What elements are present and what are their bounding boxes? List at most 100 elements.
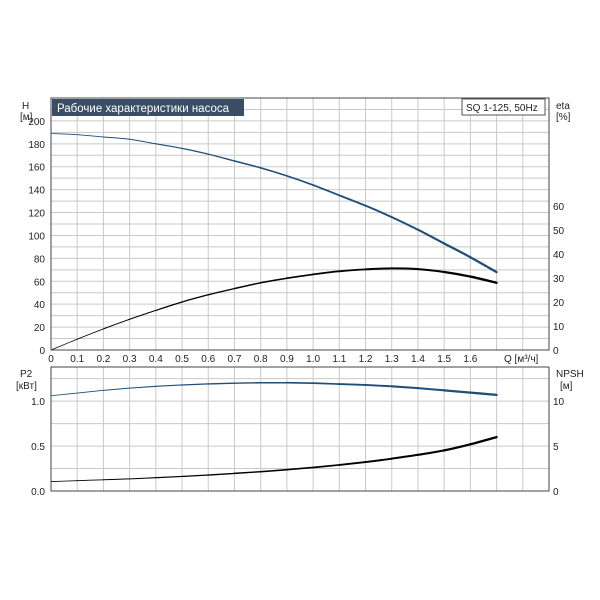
x-tick-label: 1.1 (332, 354, 346, 365)
top-right-tick-label: 30 (553, 274, 565, 285)
bottom-right-tick-labels: 0 5 10 (553, 397, 565, 498)
x-tick-label: 0.8 (254, 354, 268, 365)
model-label: SQ 1-125, 50Hz (466, 103, 538, 114)
efficiency-curve-line (416, 268, 446, 274)
x-tick-label: 0.4 (149, 354, 163, 365)
power-p2-curve-line (338, 383, 367, 386)
x-axis-label: Q [м³/ч] (504, 354, 539, 365)
head-curve-line (155, 143, 183, 149)
top-left-axis-label-line2: [м] (20, 112, 33, 123)
x-tick-label: 0.7 (228, 354, 242, 365)
head-curve-line (76, 134, 104, 138)
npsh-curve-line (364, 457, 393, 464)
power-p2-curve-line (207, 382, 236, 385)
top-right-axis-label-line1: eta (556, 101, 570, 112)
power-p2-curve-line (312, 382, 341, 385)
efficiency-curve-line (129, 309, 157, 320)
top-left-tick-label: 60 (34, 277, 46, 288)
x-tick-label: 0 (48, 354, 54, 365)
bottom-left-tick-label: 0.0 (31, 487, 45, 498)
bottom-right-axis-label-line1: NPSH (556, 369, 584, 380)
efficiency-curve-line (469, 275, 498, 284)
x-tick-label: 0.3 (123, 354, 137, 365)
power-p2-curve-line (129, 385, 157, 389)
efficiency-curve-line (76, 328, 104, 340)
top-left-tick-label: 40 (34, 300, 46, 311)
x-tick-label: 1.6 (463, 354, 477, 365)
npsh-curve-line (181, 474, 209, 478)
head-curve-line (207, 153, 236, 162)
head-curve-line (181, 147, 209, 155)
x-tick-label: 1.2 (359, 354, 373, 365)
top-left-tick-label: 100 (28, 231, 45, 242)
efficiency-curve-line (181, 294, 209, 303)
x-tick-labels: 0 0.1 0.2 0.3 0.4 0.5 0.6 0.7 0.8 0.9 1.0 1.1 1.2 1.3… (48, 354, 478, 365)
chart-title: Рабочие характеристики насоса (57, 103, 230, 115)
bottom-left-tick-label: 1.0 (31, 397, 45, 408)
top-chart-frame (50, 97, 550, 351)
bottom-left-axis-label-line1: P2 (20, 369, 33, 380)
npsh-curve-line (390, 453, 419, 460)
bottom-chart-grid (51, 367, 549, 491)
head-curve-line (364, 204, 393, 219)
chart-title-box (52, 99, 244, 116)
x-tick-label: 0.5 (175, 354, 189, 365)
head-curve-line (338, 194, 367, 207)
bottom-right-tick-label: 5 (553, 442, 559, 453)
power-p2-curve-line (364, 384, 393, 388)
top-right-tick-label: 40 (553, 250, 565, 261)
top-left-tick-label: 0 (39, 346, 45, 357)
npsh-curve-line (102, 478, 131, 481)
efficiency-curve-line (312, 270, 341, 276)
x-tick-label: 0.1 (70, 354, 84, 365)
npsh-curve-line (233, 470, 262, 475)
bottom-left-axis-label-line2: [кВт] (16, 381, 37, 392)
head-curve-line (469, 256, 498, 274)
model-label-box (461, 98, 546, 116)
top-left-tick-label: 20 (34, 323, 46, 334)
efficiency-curve-line (390, 267, 419, 271)
npsh-curve-line (50, 480, 78, 482)
top-chart-grid (51, 98, 549, 350)
top-right-tick-label: 20 (553, 298, 565, 309)
power-p2-curve-line (469, 391, 498, 397)
top-left-tick-label: 120 (28, 209, 45, 220)
power-p2-curve-line (181, 383, 209, 386)
head-curve-line (233, 160, 262, 169)
bottom-left-tick-label: 0.5 (31, 442, 45, 453)
bottom-chart-frame (50, 366, 550, 492)
efficiency-curve-line (364, 267, 393, 271)
top-right-tick-label: 50 (553, 226, 565, 237)
power-p2-curve-line (76, 389, 104, 394)
head-curve-line (129, 138, 157, 145)
top-chart-series (50, 133, 498, 351)
npsh-curve-line (312, 464, 341, 469)
bottom-right-tick-label: 0 (553, 487, 559, 498)
efficiency-curve-line (338, 268, 367, 273)
efficiency-curve-line (286, 273, 314, 280)
npsh-curve-line (207, 472, 236, 476)
npsh-curve-line (76, 479, 104, 482)
npsh-curve-line (286, 466, 314, 471)
top-left-tick-label: 80 (34, 254, 46, 265)
bottom-right-axis-label-line2: [м] (560, 381, 573, 392)
x-tick-label: 0.6 (201, 354, 215, 365)
top-left-tick-label: 180 (28, 140, 45, 151)
top-left-axis-label-line1: H (22, 101, 29, 112)
npsh-curve-line (338, 461, 367, 466)
efficiency-curve-line (50, 338, 78, 351)
top-right-axis-label-line2: [%] (556, 112, 571, 123)
power-p2-curve-line (416, 387, 446, 392)
efficiency-curve-line (233, 282, 262, 290)
x-tick-label: 1.3 (385, 354, 399, 365)
efficiency-curve-line (155, 301, 183, 311)
npsh-curve-line (155, 475, 183, 479)
bottom-left-tick-labels: 0.0 0.5 1.0 (31, 397, 45, 498)
power-p2-curve-line (102, 387, 131, 391)
power-p2-curve-line (155, 384, 183, 387)
head-curve-line (416, 228, 446, 245)
power-p2-curve-line (390, 385, 419, 390)
power-p2-curve-line (443, 389, 472, 394)
head-curve-line (312, 184, 341, 197)
top-right-tick-label: 0 (553, 346, 559, 357)
